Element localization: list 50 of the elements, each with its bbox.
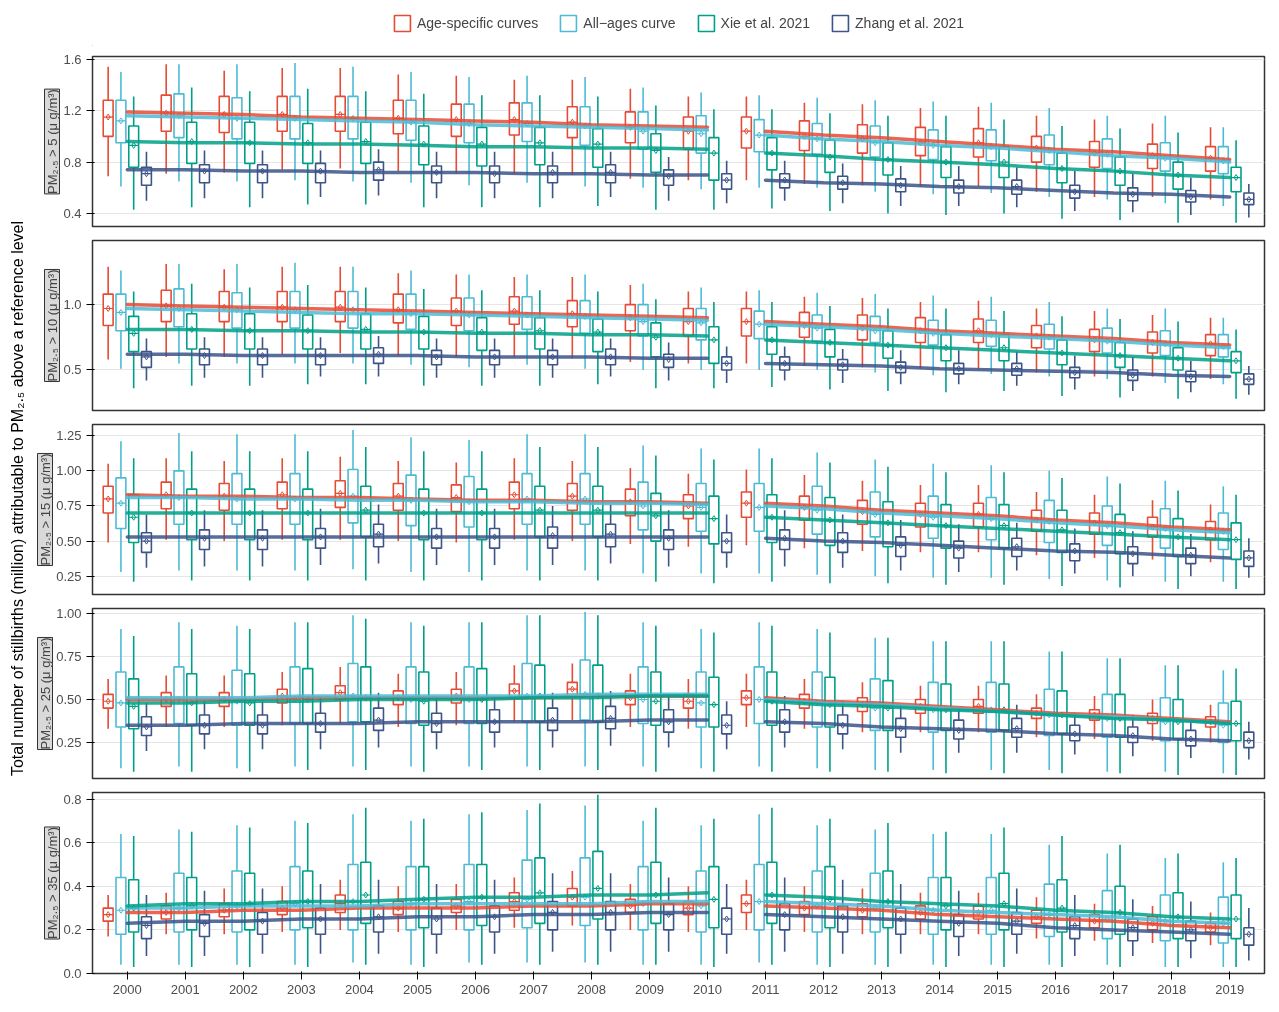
y-tick-label: 1.00 <box>56 606 82 622</box>
y-tick-label: 1.25 <box>56 428 82 444</box>
x-tick-label: 2012 <box>809 981 839 997</box>
x-tick-label: 2008 <box>577 981 606 997</box>
y-tick-label: 1.6 <box>63 51 82 67</box>
y-tick-label: 0.50 <box>56 692 82 708</box>
x-tick-label: 2005 <box>402 981 432 997</box>
text: PM₂.₅ > 25 (μ g/m³) <box>37 637 53 750</box>
x-tick-label: 2013 <box>867 981 897 997</box>
x-tick-label: 2001 <box>170 981 200 997</box>
text: PM₂.₅ > 10 (μ g/m³) <box>44 269 60 382</box>
text: PM₂.₅ > 15 (μ g/m³) <box>37 453 53 566</box>
x-tick-label: 2015 <box>983 981 1013 997</box>
y-tick-label: 0.75 <box>56 649 82 665</box>
text: PM₂.₅ > 5 (μ g/m³) <box>44 89 60 194</box>
legend-label: Zhang et al. 2021 <box>855 15 965 31</box>
x-tick-label: 2000 <box>112 981 142 997</box>
x-tick-label: 2009 <box>635 981 664 997</box>
x-tick-label: 2018 <box>1157 981 1187 997</box>
text: PM₂.₅ > 35 (μ g/m³) <box>44 826 60 940</box>
x-tick-label: 2003 <box>286 981 316 997</box>
y-tick-label: 0.8 <box>63 791 82 807</box>
x-tick-label: 2011 <box>751 981 780 997</box>
legend-label: All−ages curve <box>583 15 676 31</box>
x-tick-label: 2006 <box>460 981 490 997</box>
y-tick-label: 1.0 <box>63 297 82 313</box>
y-tick-label: 0.8 <box>63 154 82 170</box>
y-tick-label: 0.4 <box>63 206 82 222</box>
legend-label: Age-specific curves <box>416 15 539 31</box>
x-tick-label: 2016 <box>1041 981 1071 997</box>
y-tick-label: 0.50 <box>56 533 82 549</box>
y-axis-title: Total number of stillbirths (million) attributable to PM₂.₅ above a reference level <box>9 220 26 777</box>
y-tick-label: 0.6 <box>63 835 82 851</box>
y-tick-label: 0.2 <box>63 922 82 938</box>
x-tick-label: 2019 <box>1215 981 1245 997</box>
y-tick-label: 0.25 <box>56 568 82 584</box>
x-tick-label: 2017 <box>1099 981 1129 997</box>
x-tick-label: 2004 <box>344 981 374 997</box>
y-tick-label: 0.4 <box>63 878 82 894</box>
y-tick-label: 0.0 <box>63 966 82 981</box>
y-tick-label: 1.2 <box>63 103 82 119</box>
legend-label: Xie et al. 2021 <box>720 15 811 31</box>
y-tick-label: 0.5 <box>63 362 82 378</box>
x-tick-label: 2014 <box>925 981 955 997</box>
x-tick-label: 2007 <box>518 981 548 997</box>
y-tick-label: 0.75 <box>56 498 82 514</box>
x-tick-label: 2002 <box>228 981 258 997</box>
y-tick-label: 1.00 <box>56 463 82 479</box>
y-tick-label: 0.25 <box>56 734 82 750</box>
x-tick-label: 2010 <box>693 981 722 997</box>
